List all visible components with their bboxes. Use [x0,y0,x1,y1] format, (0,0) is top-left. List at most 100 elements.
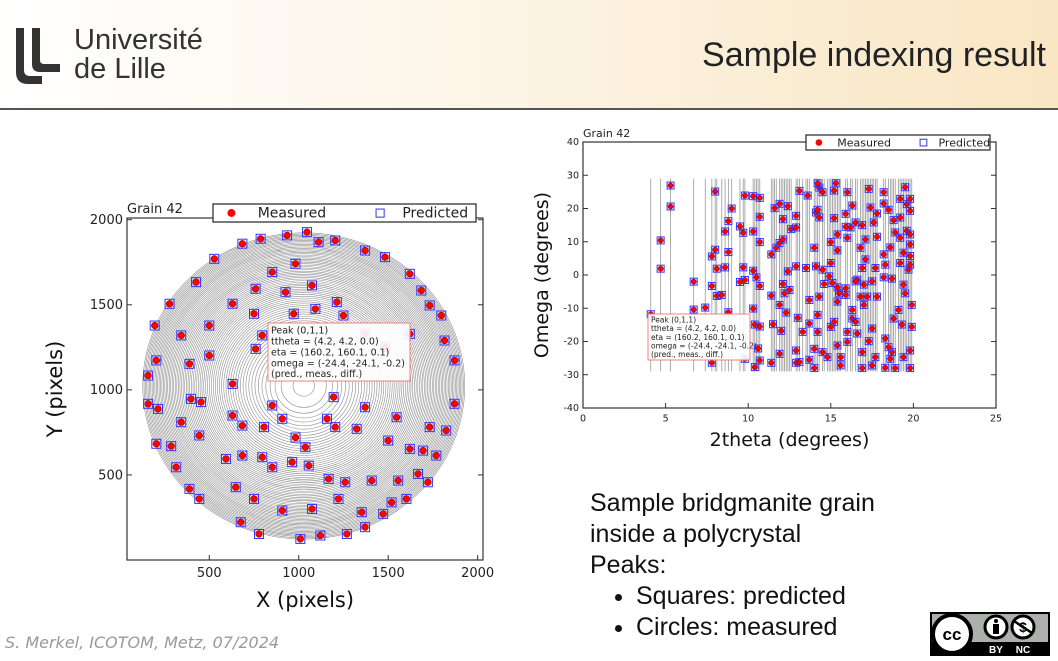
measured-point [827,239,834,245]
measured-point [426,423,434,431]
annotation-line: Peak (0,1,1) [651,316,696,325]
predicted-point [848,201,857,210]
measured-point [824,354,831,361]
measured-point [278,415,286,423]
logo-line-2: de Lille [74,53,166,85]
measured-point [144,400,152,408]
measured-point [238,421,247,430]
predicted-point [879,188,888,197]
predicted-point [280,287,291,298]
measured-point [238,451,247,460]
predicted-point [330,422,341,433]
debye-ring [205,292,403,480]
predicted-point [164,298,175,309]
measured-point [834,247,841,254]
y-tick-label: -30 [563,370,579,381]
predicted-point [810,243,819,252]
measured-point [283,231,291,239]
measured-point [437,311,445,320]
predicted-point [338,310,349,321]
measured-point [799,328,806,335]
measured-point [793,212,799,219]
predicted-point [735,277,744,286]
debye-ring [223,309,385,463]
measured-point [806,356,813,363]
predicted-point [833,230,842,239]
debye-ring [184,272,424,500]
measured-point [737,279,743,285]
measured-point [290,310,298,318]
predicted-point [143,370,154,381]
measured-point [907,195,913,202]
measured-point [442,426,450,435]
predicted-point [186,393,197,404]
measured-point [882,364,889,371]
predicted-point [755,281,764,290]
measured-point [329,393,338,401]
predicted-point [220,453,231,464]
predicted-point [813,205,822,214]
predicted-point [785,285,794,294]
predicted-point [833,246,842,255]
measured-point [725,218,732,225]
y-axis-label: Omega (degrees) [531,192,553,358]
predicted-point [868,277,877,286]
predicted-point [149,320,160,331]
measured-point [440,336,449,345]
predicted-point [868,361,877,370]
measured-point [885,344,892,351]
x-tick-label: 1000 [282,566,315,581]
debye-ring [154,243,453,528]
measured-point [334,495,343,503]
predicted-point [810,364,819,373]
predicted-point [896,259,905,268]
measured-point [750,228,757,235]
legend: Measured Predicted [212,203,477,223]
predicted-point [818,265,827,274]
measured-point [908,323,915,330]
measured-point [205,351,213,360]
measured-point [803,265,809,271]
predicted-point [864,184,873,193]
measured-point [796,188,803,194]
predicted-point [301,227,312,238]
measured-point [250,310,258,318]
predicted-point [250,283,261,294]
measured-point [195,431,203,440]
predicted-point [356,507,367,518]
measured-point [314,238,323,246]
predicted-point [740,191,749,200]
debye-ring [174,263,433,509]
debye-ring [149,238,459,534]
y-tick-label: 20 [567,204,579,215]
measured-point [842,223,849,230]
measured-point [250,495,258,503]
x-tick-label: 20 [907,414,919,425]
predicted-point [257,452,268,463]
measured-point [793,263,799,270]
measured-point [228,411,237,420]
predicted-point [295,533,306,544]
predicted-point [778,279,787,288]
measured-point [844,328,851,335]
predicted-point [277,505,288,516]
measured-point [907,231,913,238]
measured-point [333,298,341,306]
annotation-line: eta = (160.2, 160.1, 0.1) [651,333,745,342]
predicted-point [340,477,351,488]
measured-point [381,253,389,261]
predicted-point [881,363,890,372]
measured-point [450,356,459,365]
predicted-point [767,250,776,259]
legend-measured-label: Measured [258,206,326,222]
measured-point [740,229,747,236]
predicted-point [826,322,835,331]
predicted-point [841,209,850,218]
measured-point [907,365,913,371]
predicted-point [813,310,822,319]
measured-point [837,362,844,369]
measured-point [869,362,875,369]
measured-point [907,261,913,268]
debye-ring [164,253,444,519]
measured-point [361,403,369,411]
